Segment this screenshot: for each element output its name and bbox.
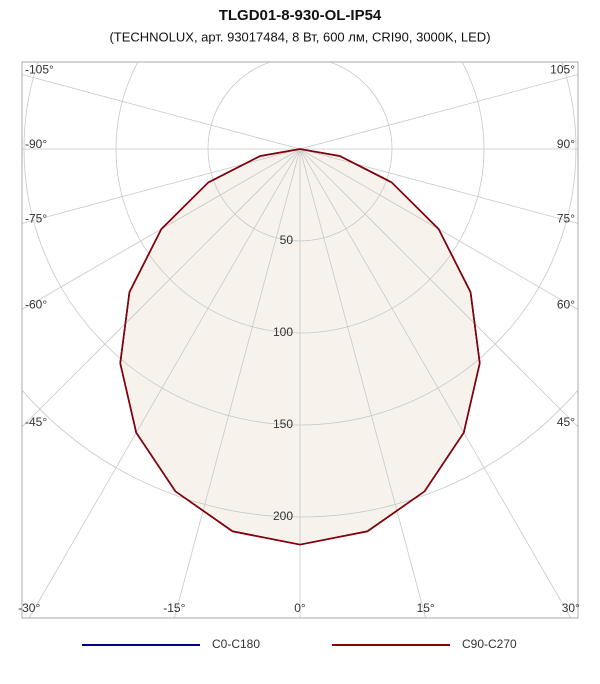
grid-spoke bbox=[299, 74, 578, 150]
r-tick-label: 150 bbox=[273, 417, 293, 431]
r-tick-label: 200 bbox=[273, 509, 293, 523]
grid-spoke bbox=[173, 148, 301, 618]
grid-spoke bbox=[299, 148, 427, 618]
angle-tick-label: -30° bbox=[18, 601, 40, 615]
angle-tick-label: -90° bbox=[25, 137, 47, 151]
r-tick-label: 50 bbox=[280, 233, 294, 247]
angle-tick-label: -75° bbox=[25, 212, 47, 226]
angle-tick-label: -45° bbox=[25, 415, 47, 429]
angle-tick-label: 60° bbox=[557, 298, 575, 312]
angle-tick-label: -60° bbox=[25, 298, 47, 312]
chart-title: TLGD01-8-930-OL-IP54 bbox=[219, 7, 382, 24]
series-curve bbox=[119, 148, 481, 546]
chart-subtitle: (TECHNOLUX, арт. 93017484, 8 Вт, 600 лм,… bbox=[109, 29, 490, 44]
angle-tick-label: 75° bbox=[557, 212, 575, 226]
legend-label: C90-C270 bbox=[462, 637, 517, 651]
grid-spoke bbox=[299, 148, 578, 428]
angle-tick-label: 105° bbox=[550, 63, 575, 77]
angle-tick-label: 90° bbox=[557, 137, 575, 151]
legend-label: C0-C180 bbox=[212, 637, 260, 651]
angle-tick-label: -105° bbox=[25, 63, 54, 77]
angle-tick-label: 45° bbox=[557, 415, 575, 429]
angle-tick-label: 30° bbox=[562, 601, 580, 615]
r-tick-label: 100 bbox=[273, 325, 293, 339]
labels: -105° -90° -75° -60° -45° -30° -15° 0° 15° 30° 45°… bbox=[18, 63, 580, 651]
angle-tick-label: 15° bbox=[417, 601, 435, 615]
grid-spoke bbox=[22, 148, 301, 428]
grid-spoke bbox=[299, 148, 572, 618]
grid-spoke bbox=[22, 74, 301, 150]
plot-frame bbox=[21, 61, 579, 619]
angle-tick-label: -15° bbox=[163, 601, 185, 615]
grid-spoke bbox=[22, 148, 301, 224]
grid-spoke bbox=[299, 148, 578, 224]
grid-spoke bbox=[28, 148, 301, 618]
plot-area bbox=[22, 62, 578, 618]
angle-tick-label: 0° bbox=[294, 601, 306, 615]
